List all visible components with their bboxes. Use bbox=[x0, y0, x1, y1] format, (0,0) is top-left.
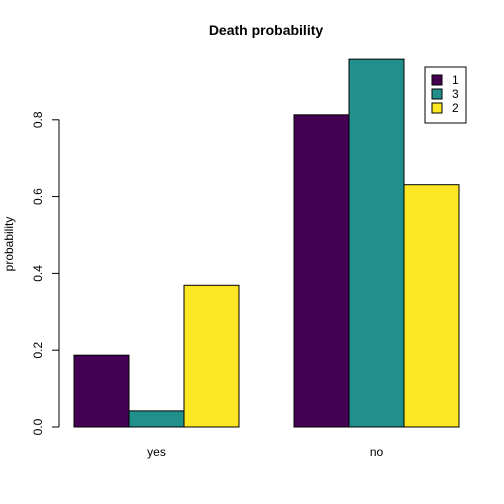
legend-box bbox=[424, 66, 467, 124]
x-tick-label: yes bbox=[147, 445, 166, 459]
y-tick-label: 0.2 bbox=[31, 342, 45, 359]
bar-no-series-1 bbox=[293, 114, 350, 428]
y-tick-label: 0.6 bbox=[31, 188, 45, 205]
legend-label: 3 bbox=[452, 87, 459, 101]
legend-label: 1 bbox=[452, 73, 459, 87]
bar-yes-series-1 bbox=[73, 354, 130, 428]
bar-no-series-3 bbox=[348, 58, 405, 428]
bar-no-series-2 bbox=[403, 184, 460, 428]
bar-yes-series-2 bbox=[183, 284, 240, 428]
chart-title: Death probability bbox=[209, 22, 324, 38]
legend: 132 bbox=[424, 66, 467, 124]
legend-swatch-2 bbox=[431, 102, 443, 114]
y-tick-label: 0.0 bbox=[31, 418, 45, 435]
y-tick-label: 0.8 bbox=[31, 111, 45, 128]
y-axis-label: probability bbox=[2, 217, 16, 272]
x-tick-label: no bbox=[370, 445, 384, 459]
legend-swatch-1 bbox=[431, 74, 443, 86]
bar-yes-series-3 bbox=[128, 410, 185, 428]
x-axis-labels: yes no bbox=[147, 445, 383, 459]
bars bbox=[73, 58, 460, 428]
legend-swatch-3 bbox=[431, 88, 443, 100]
y-axis-ticks: 0.0 0.2 0.4 0.6 0.8 bbox=[31, 111, 59, 435]
y-tick-label: 0.4 bbox=[31, 265, 45, 282]
legend-label: 2 bbox=[452, 101, 459, 115]
